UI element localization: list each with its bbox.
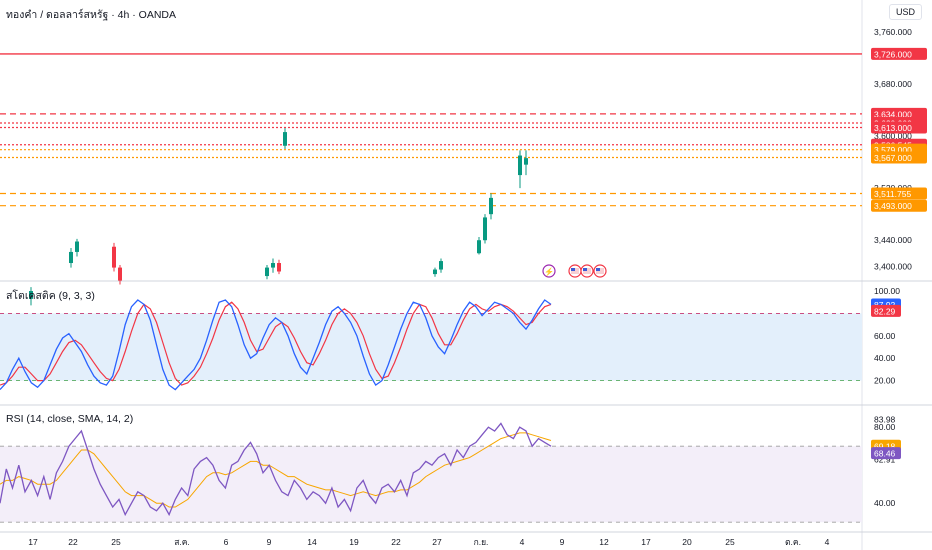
symbol-title: ทองคำ / ดอลลาร์สหรัฐ · 4h · OANDA	[6, 9, 176, 21]
candle-body[interactable]	[483, 217, 487, 241]
stochastic-tick-label: 100.00	[874, 286, 900, 296]
rsi-ma-line[interactable]	[0, 432, 552, 508]
level-price-label: 3,579.000	[874, 145, 912, 155]
flag-canton	[571, 268, 575, 271]
rsi-line[interactable]	[0, 422, 552, 517]
price-tick-label: 3,400.000	[874, 261, 912, 271]
candle-body[interactable]	[524, 158, 528, 165]
level-price-label: 3,567.000	[874, 153, 912, 163]
candle-body[interactable]	[439, 261, 443, 270]
time-axis-label: ส.ค.	[174, 537, 190, 547]
level-price-tag	[871, 199, 927, 212]
rsi-tick-label: 40.00	[874, 498, 896, 508]
time-axis-label: 6	[224, 537, 229, 547]
candle-body[interactable]	[69, 251, 73, 264]
time-axis-label: 27	[432, 537, 442, 547]
candle-body[interactable]	[277, 263, 281, 272]
rsi-tick-label: 80.00	[874, 422, 896, 432]
candle-body[interactable]	[477, 240, 481, 254]
price-tick-label: 3,680.000	[874, 79, 912, 89]
candle-body[interactable]	[518, 155, 522, 176]
time-axis-label: 12	[599, 537, 609, 547]
candle-body[interactable]	[271, 263, 275, 268]
level-price-label: 3,511.755	[874, 189, 911, 199]
stochastic-tick-label: 40.00	[874, 353, 896, 363]
rsi-band	[0, 446, 862, 523]
rsi-tick-label: 62.91	[874, 455, 896, 465]
time-axis-label: 17	[641, 537, 651, 547]
stochastic-tick-label: 20.00	[874, 376, 896, 386]
stochastic-d-line[interactable]	[0, 301, 552, 386]
candle-body[interactable]	[75, 241, 79, 252]
level-price-label: 3,726.000	[874, 49, 912, 59]
stochastic-value-tag	[871, 304, 901, 317]
time-axis-label: 9	[560, 537, 565, 547]
level-price-tag	[871, 47, 927, 60]
stochastic-k-line[interactable]	[0, 299, 552, 391]
flash-icon[interactable]	[542, 264, 556, 278]
time-axis-label: 9	[267, 537, 272, 547]
price-tick-label: 3,440.000	[874, 235, 912, 245]
time-axis-label: 25	[111, 537, 121, 547]
currency-selector[interactable]: USD	[888, 4, 922, 20]
time-axis-label: 22	[391, 537, 401, 547]
flag-canton	[596, 268, 600, 271]
level-price-tag	[871, 187, 927, 200]
price-tick-label: 3,600.000	[874, 131, 912, 141]
stochastic-band	[0, 313, 862, 381]
stochastic-value-label: 82.29	[874, 306, 896, 316]
candle-body[interactable]	[118, 267, 122, 281]
level-price-tag	[871, 121, 927, 134]
price-tick-label: 3,760.000	[874, 27, 912, 37]
time-axis-label: 19	[349, 537, 359, 547]
candle-body[interactable]	[112, 246, 116, 268]
flag-canton	[583, 268, 587, 271]
time-axis-label: ต.ค.	[785, 537, 801, 547]
time-axis-label: 4	[520, 537, 525, 547]
time-axis-label: 25	[725, 537, 735, 547]
level-price-tag	[871, 151, 927, 164]
candle-body[interactable]	[489, 197, 493, 215]
candle-body[interactable]	[283, 132, 287, 146]
rsi-value-label: 68.46	[874, 449, 896, 459]
time-axis-label: 20	[682, 537, 692, 547]
stochastic-title: สโตเคสติค (9, 3, 3)	[6, 290, 95, 302]
stochastic-tick-label: 60.00	[874, 331, 896, 341]
time-axis-label: 14	[307, 537, 317, 547]
rsi-title: RSI (14, close, SMA, 14, 2)	[6, 413, 134, 425]
level-price-label: 3,634.000	[874, 109, 912, 119]
candle-body[interactable]	[433, 269, 437, 275]
rsi-value-label: 69.18	[874, 441, 896, 451]
rsi-tick-label: 83.98	[874, 415, 896, 425]
time-axis-label: 17	[28, 537, 38, 547]
time-axis-label: ก.ย.	[474, 537, 489, 547]
level-price-tag	[871, 107, 927, 120]
level-price-label: 3,613.000	[874, 123, 912, 133]
time-axis-label: 4	[825, 537, 830, 547]
time-axis-label: 22	[68, 537, 78, 547]
level-price-label: 3,493.000	[874, 201, 912, 211]
candle-body[interactable]	[265, 267, 269, 277]
flash-icon-glyph: ⚡	[544, 267, 554, 277]
candle-body[interactable]	[29, 291, 33, 299]
rsi-value-tag	[871, 447, 901, 460]
